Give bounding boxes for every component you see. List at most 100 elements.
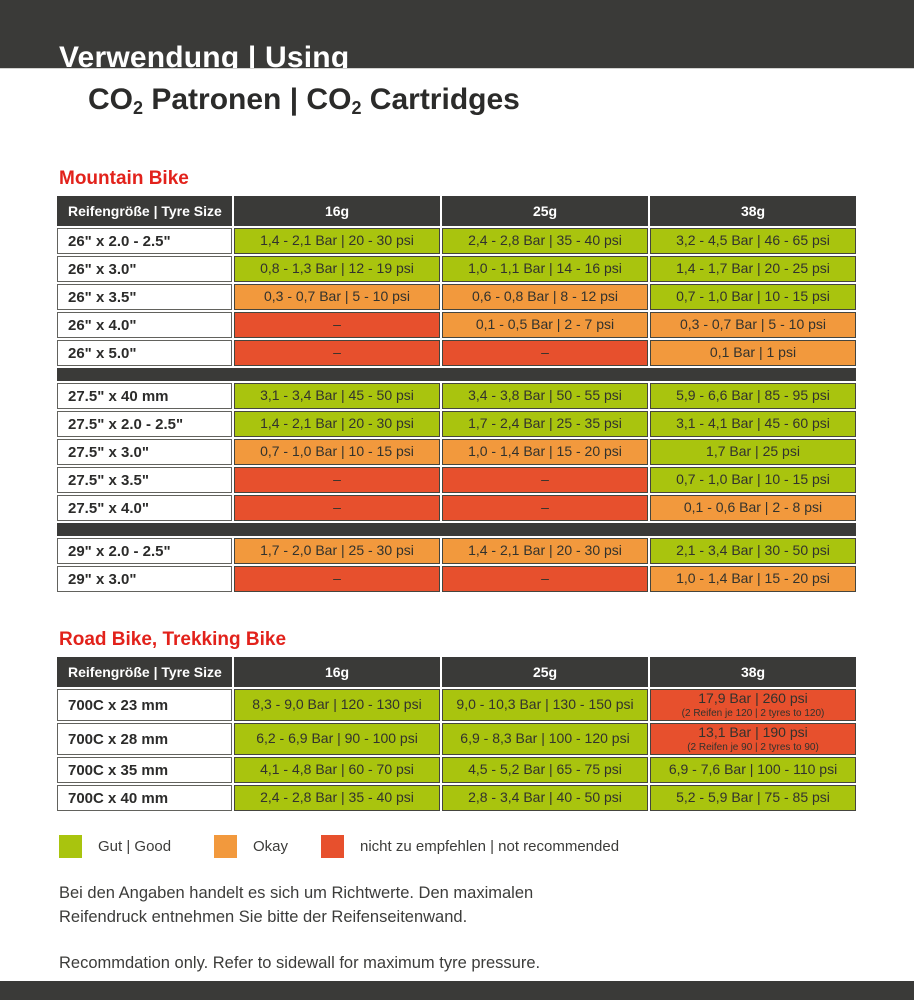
pressure-value: 0,1 - 0,5 Bar | 2 - 7 psi (475, 316, 615, 333)
pressure-value: 1,0 - 1,4 Bar | 15 - 20 psi (676, 570, 830, 587)
tyre-size-cell: 700C x 28 mm (57, 723, 232, 755)
pressure-cell: 1,0 - 1,1 Bar | 14 - 16 psi (442, 256, 648, 282)
pressure-cell: – (234, 312, 440, 338)
pressure-cell: – (234, 467, 440, 493)
pressure-cell: 3,1 - 3,4 Bar | 45 - 50 psi (234, 383, 440, 409)
pressure-value: 6,9 - 8,3 Bar | 100 - 120 psi (460, 730, 630, 747)
pressure-cell: 1,0 - 1,4 Bar | 15 - 20 psi (650, 566, 856, 592)
pressure-cell: 0,1 - 0,6 Bar | 2 - 8 psi (650, 495, 856, 521)
tyre-size-cell: 29" x 2.0 - 2.5" (57, 538, 232, 564)
pressure-value: 1,4 - 2,1 Bar | 20 - 30 psi (468, 542, 622, 559)
pressure-cell: 0,6 - 0,8 Bar | 8 - 12 psi (442, 284, 648, 310)
tyre-size-cell: 26" x 3.0" (57, 256, 232, 282)
page-title: Verwendung | Using (59, 41, 350, 69)
pressure-cell: 0,3 - 0,7 Bar | 5 - 10 psi (650, 312, 856, 338)
tyre-size-cell: 26" x 2.0 - 2.5" (57, 228, 232, 254)
pressure-cell: 1,4 - 2,1 Bar | 20 - 30 psi (234, 411, 440, 437)
column-header: Reifengröße | Tyre Size (57, 196, 232, 226)
pressure-cell: 2,8 - 3,4 Bar | 40 - 50 psi (442, 785, 648, 811)
road-bike-table: Reifengröße | Tyre Size 16g 25g 38g 700C x 2… (57, 657, 856, 811)
pressure-value: 3,1 - 4,1 Bar | 45 - 60 psi (676, 415, 830, 432)
pressure-cell: 2,1 - 3,4 Bar | 30 - 50 psi (650, 538, 856, 564)
legend-label: nicht zu empfehlen | not recommended (360, 838, 620, 855)
pressure-cell: 1,7 - 2,0 Bar | 25 - 30 psi (234, 538, 440, 564)
subtitle-text: Patronen | CO (143, 83, 352, 116)
pressure-cell: 4,5 - 5,2 Bar | 65 - 75 psi (442, 757, 648, 783)
column-header: Reifengröße | Tyre Size (57, 657, 232, 687)
pressure-value: 0,7 - 1,0 Bar | 10 - 15 psi (676, 471, 830, 488)
tyre-size-cell: 27.5" x 40 mm (57, 383, 232, 409)
pressure-value: 0,3 - 0,7 Bar | 5 - 10 psi (263, 288, 411, 305)
pressure-cell: 5,9 - 6,6 Bar | 85 - 95 psi (650, 383, 856, 409)
column-header: 38g (650, 657, 856, 687)
pressure-value: 0,7 - 1,0 Bar | 10 - 15 psi (260, 443, 414, 460)
pressure-cell: 1,4 - 2,1 Bar | 20 - 30 psi (442, 538, 648, 564)
note-de-line1: Bei den Angaben handelt es sich um Richt… (59, 884, 534, 902)
pressure-value: 0,6 - 0,8 Bar | 8 - 12 psi (471, 288, 619, 305)
pressure-value: 13,1 Bar | 190 psi (698, 724, 808, 741)
pressure-value: – (541, 499, 549, 516)
tyre-size-cell: 27.5" x 4.0" (57, 495, 232, 521)
pressure-value: 1,0 - 1,4 Bar | 15 - 20 psi (468, 443, 622, 460)
notes: Bei den Angaben handelt es sich um Richt… (59, 881, 540, 975)
legend-label: Okay (253, 838, 289, 855)
pressure-value: – (541, 344, 549, 361)
pressure-value: 6,2 - 6,9 Bar | 90 - 100 psi (256, 730, 418, 747)
pressure-value: – (333, 471, 341, 488)
tyre-size-cell: 27.5" x 3.5" (57, 467, 232, 493)
pressure-value: 2,4 - 2,8 Bar | 35 - 40 psi (260, 789, 414, 806)
pressure-cell: 8,3 - 9,0 Bar | 120 - 130 psi (234, 689, 440, 721)
pressure-cell: 1,7 - 2,4 Bar | 25 - 35 psi (442, 411, 648, 437)
pressure-cell: 0,7 - 1,0 Bar | 10 - 15 psi (234, 439, 440, 465)
pressure-cell: 6,9 - 7,6 Bar | 100 - 110 psi (650, 757, 856, 783)
pressure-note: (2 Reifen je 120 | 2 tyres to 120) (681, 707, 825, 719)
tyre-size-cell: 29" x 3.0" (57, 566, 232, 592)
legend-swatch-good (59, 835, 82, 858)
bottom-band (0, 981, 914, 1000)
pressure-value: – (333, 499, 341, 516)
pressure-value: 3,4 - 3,8 Bar | 50 - 55 psi (468, 387, 622, 404)
pressure-cell: – (442, 340, 648, 366)
pressure-value: – (333, 344, 341, 361)
pressure-value: 0,8 - 1,3 Bar | 12 - 19 psi (260, 260, 414, 277)
pressure-cell: – (234, 566, 440, 592)
note-de-line2: Reifendruck entnehmen Sie bitte der Reif… (59, 908, 468, 926)
pressure-cell: 9,0 - 10,3 Bar | 130 - 150 psi (442, 689, 648, 721)
column-header: 16g (234, 657, 440, 687)
pressure-value: 8,3 - 9,0 Bar | 120 - 130 psi (252, 696, 422, 713)
pressure-cell: 0,7 - 1,0 Bar | 10 - 15 psi (650, 467, 856, 493)
pressure-value: 2,4 - 2,8 Bar | 35 - 40 psi (468, 232, 622, 249)
pressure-value: 1,7 - 2,0 Bar | 25 - 30 psi (260, 542, 414, 559)
column-header: 25g (442, 657, 648, 687)
tyre-size-cell: 26" x 4.0" (57, 312, 232, 338)
pressure-cell: 4,1 - 4,8 Bar | 60 - 70 psi (234, 757, 440, 783)
pressure-value: 1,4 - 1,7 Bar | 20 - 25 psi (676, 260, 830, 277)
pressure-value: 0,7 - 1,0 Bar | 10 - 15 psi (676, 288, 830, 305)
pressure-cell: 1,7 Bar | 25 psi (650, 439, 856, 465)
pressure-cell: 1,0 - 1,4 Bar | 15 - 20 psi (442, 439, 648, 465)
pressure-cell: – (234, 340, 440, 366)
pressure-cell: 2,4 - 2,8 Bar | 35 - 40 psi (442, 228, 648, 254)
tyre-size-cell: 27.5" x 3.0" (57, 439, 232, 465)
pressure-note: (2 Reifen je 90 | 2 tyres to 90) (687, 741, 819, 753)
pressure-value: 4,5 - 5,2 Bar | 65 - 75 psi (468, 761, 622, 778)
tyre-size-cell: 700C x 40 mm (57, 785, 232, 811)
pressure-cell: 3,1 - 4,1 Bar | 45 - 60 psi (650, 411, 856, 437)
subtitle-text: CO (88, 83, 133, 116)
pressure-cell: 0,8 - 1,3 Bar | 12 - 19 psi (234, 256, 440, 282)
pressure-value: 9,0 - 10,3 Bar | 130 - 150 psi (456, 696, 634, 713)
tyre-size-cell: 26" x 3.5" (57, 284, 232, 310)
column-header: 38g (650, 196, 856, 226)
pressure-value: 4,1 - 4,8 Bar | 60 - 70 psi (260, 761, 414, 778)
pressure-value: 2,1 - 3,4 Bar | 30 - 50 psi (676, 542, 830, 559)
pressure-value: 5,2 - 5,9 Bar | 75 - 85 psi (676, 789, 830, 806)
pressure-value: 1,7 Bar | 25 psi (706, 443, 800, 460)
mountain-bike-section: Mountain Bike Reifengröße | Tyre Size 16g… (57, 168, 857, 592)
column-header: 25g (442, 196, 648, 226)
road-bike-section: Road Bike, Trekking Bike Reifengröße | T… (57, 629, 857, 811)
pressure-cell: 13,1 Bar | 190 psi (2 Reifen je 90 | 2 ty… (650, 723, 856, 755)
section-heading-road-bike: Road Bike, Trekking Bike (59, 629, 287, 650)
tyre-size-cell: 27.5" x 2.0 - 2.5" (57, 411, 232, 437)
pressure-cell: 0,1 - 0,5 Bar | 2 - 7 psi (442, 312, 648, 338)
